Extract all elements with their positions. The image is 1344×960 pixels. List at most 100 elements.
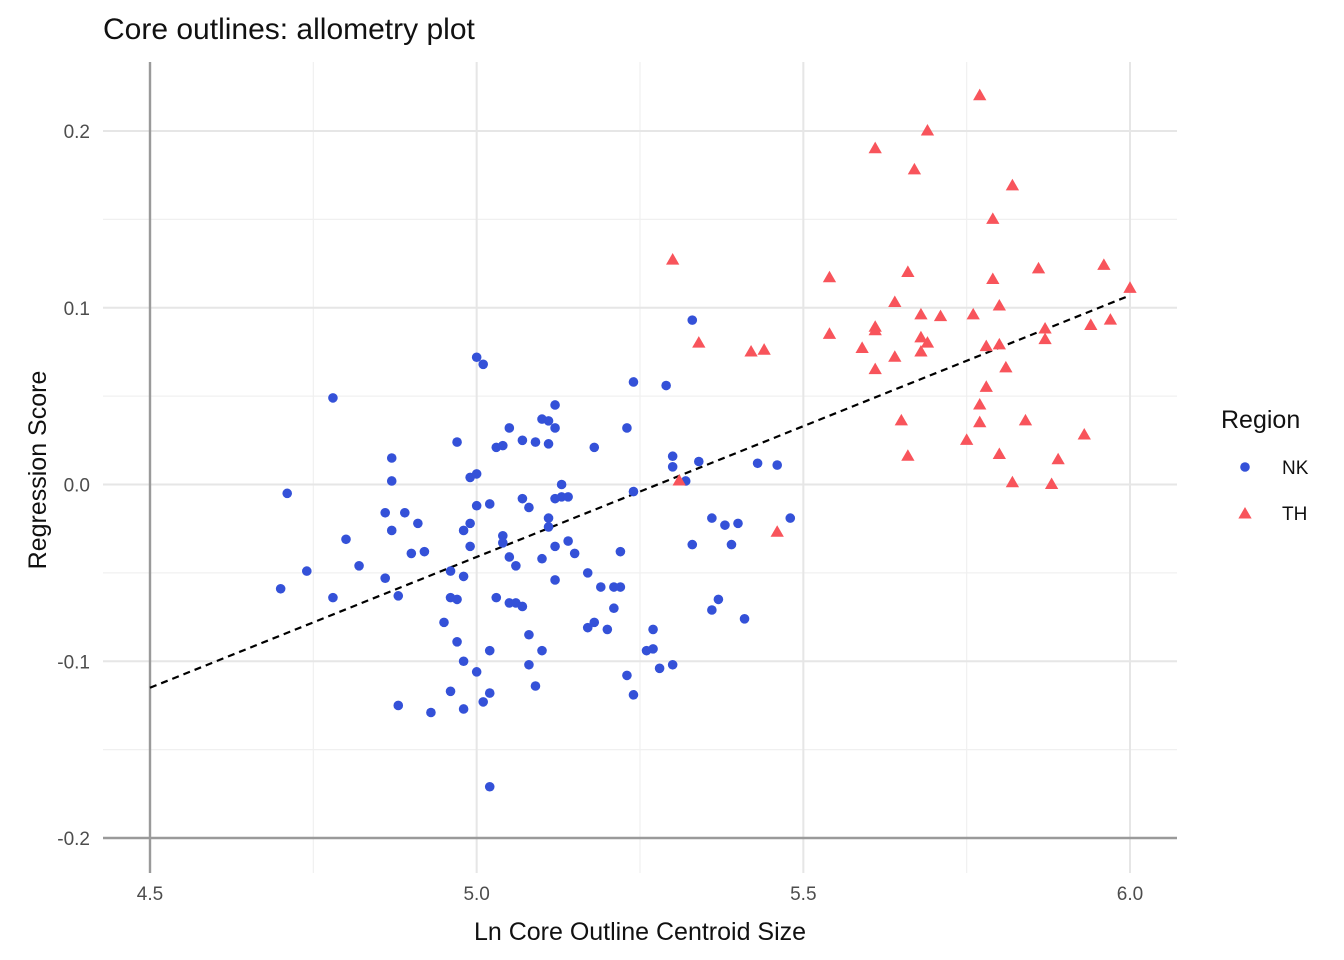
point-th: [894, 413, 908, 426]
point-th: [973, 415, 987, 428]
point-nk: [445, 566, 456, 576]
point-th: [868, 362, 882, 375]
point-nk: [498, 538, 508, 548]
point-nk: [517, 435, 528, 446]
point-nk: [406, 548, 417, 559]
legend-label-th: TH: [1282, 504, 1307, 525]
point-nk: [328, 393, 338, 403]
point-nk: [452, 637, 462, 647]
x-tick-label: 5.0: [463, 884, 489, 905]
point-th: [907, 162, 922, 175]
point-th: [986, 272, 1000, 285]
point-nk: [498, 530, 508, 541]
point-nk: [452, 594, 462, 605]
legend-label-nk: NK: [1282, 458, 1309, 479]
point-nk: [569, 548, 580, 559]
point-th: [1044, 477, 1059, 490]
point-nk: [530, 681, 541, 691]
x-axis-ticks: 4.5 5.0 5.5 6.0: [137, 884, 1143, 905]
regression-fit-line: [149, 294, 1131, 689]
point-nk: [622, 423, 632, 433]
point-nk: [413, 518, 423, 529]
point-nk: [563, 492, 573, 502]
point-nk: [419, 546, 430, 557]
point-th: [999, 360, 1013, 373]
point-nk: [752, 458, 763, 469]
point-nk: [589, 442, 600, 453]
legend-key-th: [1238, 507, 1252, 519]
point-nk: [511, 561, 521, 571]
point-th: [920, 124, 935, 136]
point-nk: [550, 423, 560, 433]
point-nk: [458, 525, 469, 536]
point-nk: [458, 704, 469, 714]
point-nk: [726, 539, 737, 550]
point-th: [901, 265, 915, 277]
point-nk: [517, 601, 528, 612]
point-th: [855, 341, 869, 353]
point-nk: [596, 582, 606, 592]
point-nk: [386, 525, 397, 536]
point-nk: [550, 400, 560, 410]
point-th: [966, 307, 980, 320]
point-nk: [648, 644, 658, 654]
point-th: [992, 447, 1006, 460]
point-nk: [720, 520, 730, 530]
point-th: [868, 323, 882, 336]
chart-title: Core outlines: allometry plot: [103, 13, 476, 46]
point-nk: [543, 416, 554, 426]
point-th: [1051, 452, 1065, 465]
point-nk: [400, 507, 410, 518]
point-nk: [654, 663, 665, 674]
point-nk: [439, 617, 449, 628]
point-nk: [517, 493, 528, 504]
grid-minor: [103, 62, 1177, 873]
point-nk: [582, 568, 593, 578]
point-th: [1038, 332, 1052, 345]
y-axis-title: Regression Score: [24, 371, 52, 570]
point-nk: [282, 488, 293, 499]
point-th: [933, 309, 948, 322]
y-tick-label: -0.1: [57, 652, 90, 673]
point-th: [914, 330, 928, 343]
point-nk: [667, 659, 678, 670]
point-nk: [609, 603, 619, 614]
point-th: [822, 327, 837, 339]
y-tick-label: 0.2: [64, 122, 90, 143]
point-nk: [380, 573, 391, 583]
point-th: [1038, 321, 1052, 334]
point-nk: [628, 486, 639, 497]
point-nk: [661, 380, 671, 391]
point-nk: [471, 500, 482, 511]
point-th: [757, 343, 771, 355]
point-nk: [615, 546, 626, 557]
point-nk: [628, 690, 639, 700]
point-nk: [602, 624, 613, 635]
legend-title: Region: [1221, 406, 1300, 434]
point-th: [992, 337, 1006, 350]
point-nk: [648, 624, 658, 635]
point-nk: [380, 507, 391, 518]
point-th: [901, 449, 915, 461]
point-nk: [458, 571, 469, 582]
point-nk: [484, 645, 495, 656]
legend-key-nk: [1240, 462, 1250, 472]
point-th: [979, 339, 993, 352]
point-th: [1103, 313, 1118, 325]
y-tick-label: 0.0: [64, 476, 90, 497]
point-nk: [445, 686, 456, 697]
point-nk: [302, 566, 312, 576]
point-th: [992, 298, 1006, 311]
point-nk: [504, 552, 515, 562]
x-tick-label: 6.0: [1117, 884, 1143, 905]
point-nk: [328, 592, 338, 603]
point-nk: [687, 539, 698, 550]
point-nk: [524, 502, 534, 513]
point-th: [672, 473, 686, 486]
point-nk: [465, 541, 475, 552]
y-axis-ticks: -0.2 -0.1 0.0 0.1 0.2: [57, 122, 90, 850]
point-nk: [537, 553, 547, 564]
point-nk: [524, 659, 534, 670]
point-nk: [550, 575, 560, 585]
point-nk: [478, 359, 489, 370]
